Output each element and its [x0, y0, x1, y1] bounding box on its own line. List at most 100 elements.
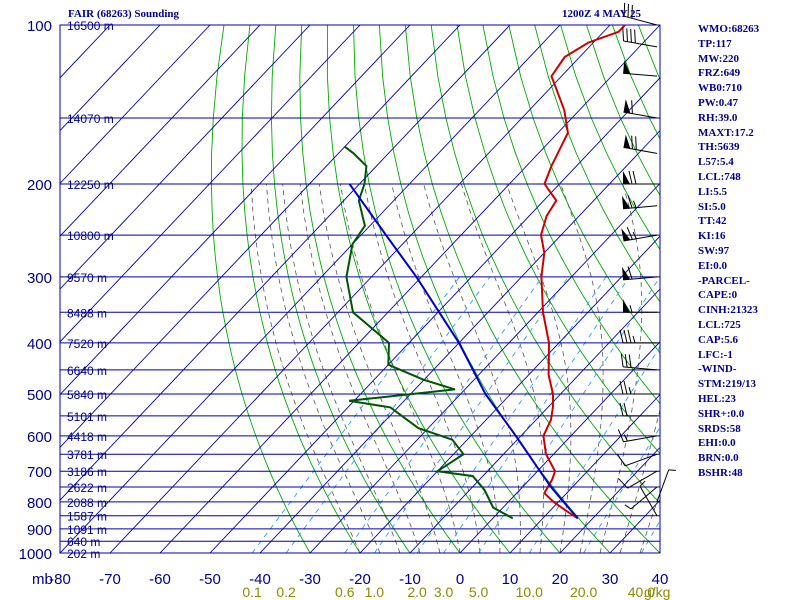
dry-adiabat	[560, 25, 660, 251]
mixing-ratio-line	[373, 276, 569, 553]
temperature-tick: -70	[99, 571, 121, 588]
pressure-tick: 100	[27, 18, 52, 35]
height-label: 8488 m	[67, 306, 107, 320]
wind-barb	[623, 299, 657, 313]
mixing-ratio-label: 0.6	[335, 584, 355, 600]
index-item: -WIND-	[698, 363, 737, 376]
wind-barb	[656, 469, 676, 503]
indices-list: WMO:68263 TP:117 MW:220 FRZ:649 WB0:710 PW:0.…	[698, 22, 759, 481]
mixing-ratio-line	[344, 276, 543, 553]
moist-adiabat	[391, 183, 501, 553]
height-label: 202 m	[67, 547, 100, 561]
temperature-tick: 20	[552, 571, 569, 588]
index-item: TP:117	[698, 37, 732, 50]
index-item: STM:219/13	[698, 378, 757, 391]
isotherm	[309, 182, 660, 553]
wind-barb	[623, 99, 658, 119]
index-item: FRZ:649	[698, 67, 741, 80]
height-label: 5101 m	[67, 410, 107, 424]
isotherm	[60, 25, 261, 237]
wind-barb	[620, 353, 658, 371]
wind-barb	[622, 27, 658, 48]
isotherm	[259, 129, 660, 553]
height-label: 1091 m	[67, 523, 107, 537]
isotherm	[60, 25, 561, 553]
index-item: EI:0.0	[698, 259, 728, 272]
wind-barb	[623, 2, 658, 26]
pressure-tick: 400	[27, 336, 52, 353]
wind-barb	[621, 266, 658, 281]
pressure-tick: 700	[27, 464, 52, 481]
dry-adiabat	[586, 25, 660, 197]
wind-barb	[618, 470, 658, 489]
index-item: RH:39.0	[698, 111, 738, 124]
height-label: 640 m	[67, 535, 100, 549]
mixing-ratio-label: 3.0	[434, 584, 454, 600]
isotherm	[159, 25, 660, 553]
isotherm	[109, 25, 611, 553]
isotherm	[60, 25, 311, 290]
height-label: 10800 m	[67, 229, 114, 243]
dry-adiabat	[326, 25, 511, 553]
isotherm	[0, 25, 10, 553]
index-item: KI:16	[698, 230, 726, 243]
isotherm	[60, 25, 461, 449]
index-item: BRN:0.0	[698, 452, 739, 465]
index-item: MW:220	[698, 52, 739, 65]
mixing-ratio-line	[528, 345, 660, 553]
index-item: SHR+:0.0	[698, 407, 745, 420]
dry-adiabat	[430, 25, 660, 504]
temperature-tick: 0	[456, 571, 464, 588]
pressure-tick: 900	[27, 522, 52, 539]
temperature-tick: -10	[399, 571, 421, 588]
isotherm	[60, 25, 211, 185]
index-item: LCL:748	[698, 170, 741, 183]
wind-barb	[639, 480, 658, 516]
index-item: CAPE:0	[698, 289, 738, 302]
mixing-ratio-line	[416, 276, 607, 553]
index-item: CAP:5.6	[698, 333, 739, 346]
moist-adiabat	[299, 183, 421, 553]
plot-frame	[59, 24, 661, 554]
temperature-tick: -20	[349, 571, 371, 588]
index-item: SI:5.0	[698, 200, 726, 213]
mixing-ratio-label: 40.0	[628, 584, 655, 600]
isotherm	[409, 288, 660, 553]
pressure-tick: 800	[27, 495, 52, 512]
wind-barb	[619, 402, 657, 417]
temperature-tick: 10	[502, 571, 519, 588]
height-label: 2622 m	[67, 481, 107, 495]
temperature-tick: -40	[249, 571, 271, 588]
dry-adiabat	[378, 25, 611, 553]
wind-barb	[619, 329, 657, 344]
wind-barbs	[617, 2, 676, 516]
index-item: HEL:23	[698, 392, 736, 405]
index-item: BSHR:48	[698, 466, 743, 479]
pressure-tick: 1000	[19, 546, 52, 563]
pressure-tick: 600	[27, 429, 52, 446]
height-label: 4418 m	[67, 430, 107, 444]
dry-adiabat	[299, 25, 461, 553]
temperature-tick: 40	[652, 571, 669, 588]
height-label: 2088 m	[67, 496, 107, 510]
temperature-tick: -80	[49, 571, 71, 588]
mixing-ratio-line	[478, 276, 660, 553]
mixing-ratio-label: 5.0	[469, 584, 489, 600]
wind-barb	[623, 60, 658, 77]
index-item: -PARCEL-	[698, 274, 750, 287]
height-label: 3781 m	[67, 448, 107, 462]
index-item: PW:0.47	[698, 96, 739, 109]
pressure-tick: 300	[27, 270, 52, 287]
index-item: LFC:-1	[698, 348, 733, 361]
wind-barb	[623, 134, 658, 154]
isotherm	[459, 341, 660, 553]
mixing-ratio-label: 0.2	[276, 584, 296, 600]
dry-adiabat	[794, 25, 800, 553]
isotherm	[60, 25, 161, 132]
mixing-ratio-line	[251, 276, 460, 553]
wind-barb	[617, 453, 658, 467]
mixing-ratio-label: 2.0	[407, 584, 427, 600]
index-item: EHI:0.0	[698, 437, 736, 450]
index-item: MAXT:17.2	[698, 126, 754, 139]
wind-barb	[623, 170, 657, 185]
